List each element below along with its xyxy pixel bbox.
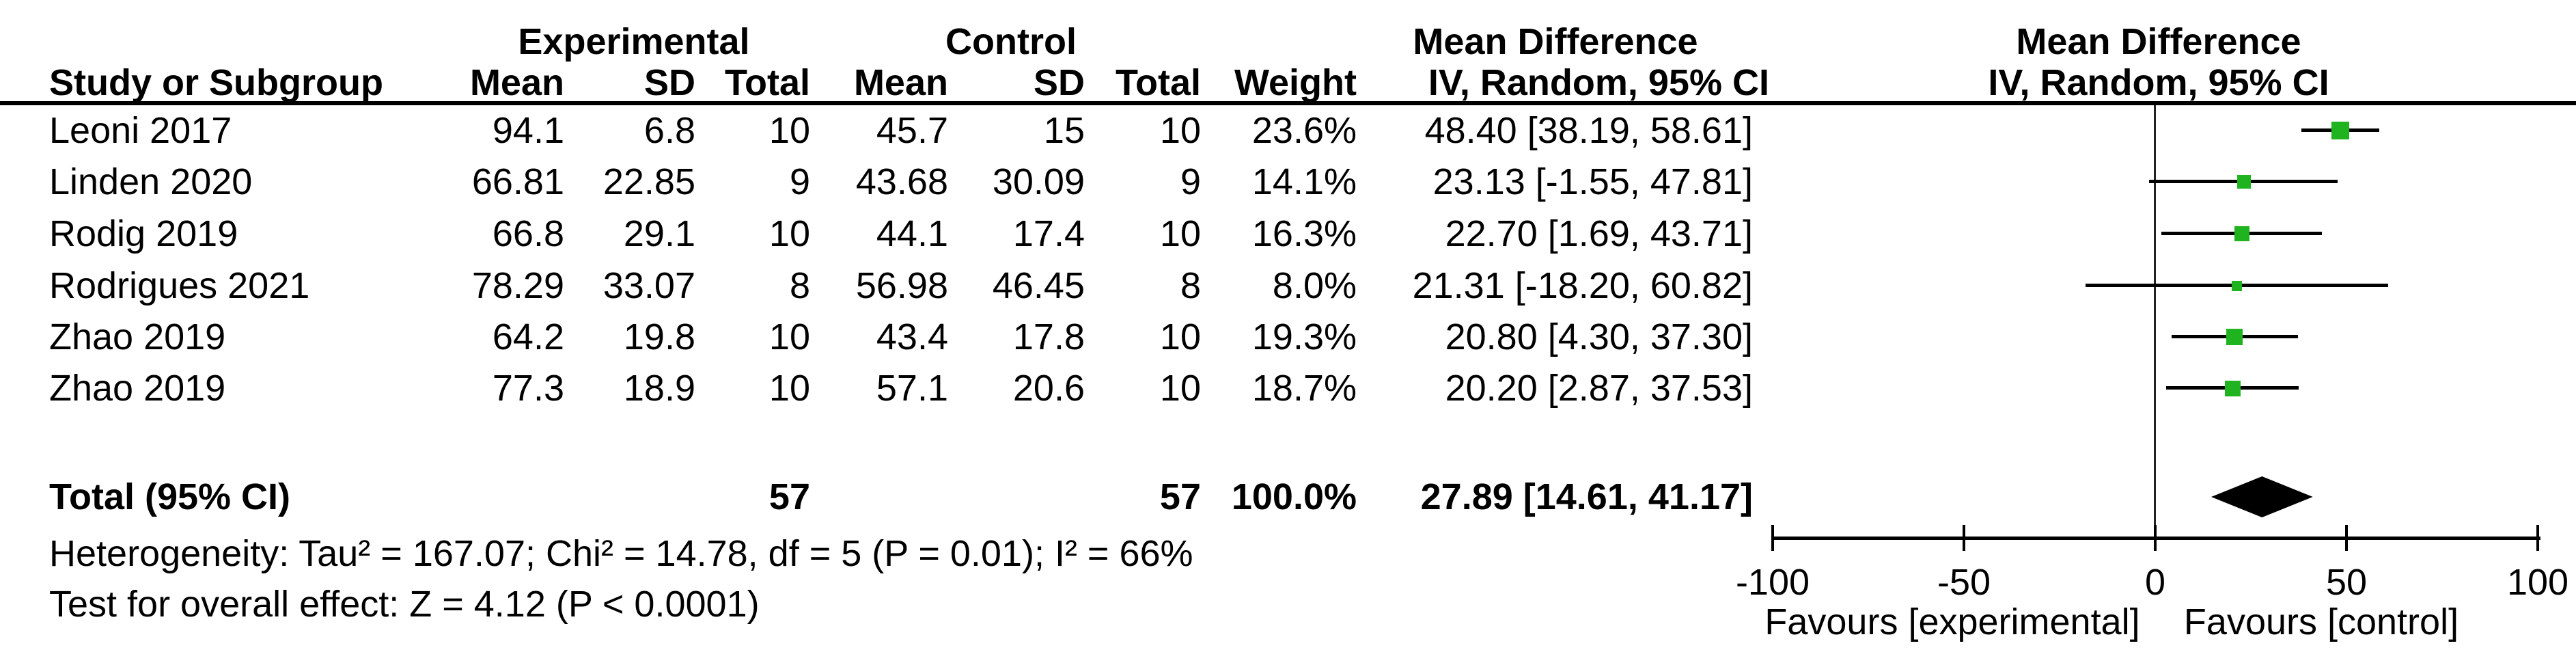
- summary-diamond: [2211, 476, 2313, 517]
- cell-sd_e: 19.8: [623, 316, 695, 357]
- total-ci-text: 27.89 [14.61, 41.17]: [1420, 476, 1753, 517]
- cell-ci_text: 48.40 [38.19, 58.61]: [1424, 110, 1753, 151]
- column-header-sd-ctrl: SD: [1033, 62, 1085, 103]
- cell-total_e: 8: [789, 265, 810, 306]
- axis-tick: [1963, 525, 1965, 551]
- study-name: Rodig 2019: [49, 213, 238, 254]
- cell-weight: 16.3%: [1251, 213, 1357, 254]
- cell-total_c: 10: [1159, 110, 1201, 151]
- cell-ci_text: 20.20 [2.87, 37.53]: [1445, 368, 1753, 409]
- cell-weight: 19.3%: [1251, 316, 1357, 357]
- column-header-total-exp: Total: [725, 62, 810, 103]
- column-header-weight: Weight: [1234, 62, 1357, 103]
- total-n-exp: 57: [768, 476, 810, 517]
- cell-ci_text: 21.31 [-18.20, 60.82]: [1412, 265, 1753, 306]
- study-name: Zhao 2019: [49, 316, 226, 357]
- cell-total_c: 10: [1159, 368, 1201, 409]
- cell-total_e: 9: [789, 161, 810, 202]
- effect-marker: [2232, 281, 2242, 291]
- effect-marker: [2226, 329, 2243, 345]
- group-header-experimental: Experimental: [518, 21, 750, 62]
- cell-weight: 18.7%: [1251, 368, 1357, 409]
- effect-marker: [2225, 381, 2241, 396]
- study-name: Zhao 2019: [49, 368, 226, 409]
- cell-mean_e: 77.3: [492, 368, 564, 409]
- axis-tick: [1771, 525, 1774, 551]
- total-n-ctrl: 57: [1159, 476, 1201, 517]
- header-rule: [0, 101, 2576, 105]
- cell-total_e: 10: [768, 368, 810, 409]
- total-label: Total (95% CI): [49, 476, 291, 517]
- overall-effect-text: Test for overall effect: Z = 4.12 (P < 0…: [49, 584, 760, 625]
- axis-tick-label: -100: [1735, 562, 1810, 603]
- cell-sd_c: 20.6: [1012, 368, 1085, 409]
- column-header-sd-exp: SD: [643, 62, 695, 103]
- study-name: Rodrigues 2021: [49, 265, 310, 306]
- column-header-iv-table: IV, Random, 95% CI: [1428, 62, 1769, 103]
- cell-weight: 14.1%: [1251, 161, 1357, 202]
- column-header-total-ctrl: Total: [1116, 62, 1201, 103]
- total-weight: 100.0%: [1231, 476, 1357, 517]
- heterogeneity-text: Heterogeneity: Tau² = 167.07; Chi² = 14.…: [49, 533, 1193, 574]
- cell-sd_e: 18.9: [623, 368, 695, 409]
- axis-tick: [2154, 525, 2157, 551]
- column-header-mean-exp: Mean: [469, 62, 564, 103]
- cell-sd_c: 46.45: [992, 265, 1085, 306]
- effect-marker: [2331, 122, 2349, 139]
- effect-marker: [2237, 175, 2251, 189]
- axis-tick: [2536, 525, 2539, 551]
- cell-total_c: 10: [1159, 316, 1201, 357]
- cell-mean_c: 56.98: [855, 265, 948, 306]
- cell-total_e: 10: [768, 316, 810, 357]
- cell-mean_c: 57.1: [876, 368, 948, 409]
- group-header-mean-difference-plot: Mean Difference: [2016, 21, 2301, 62]
- cell-sd_c: 15: [1043, 110, 1085, 151]
- axis-tick-label: -50: [1937, 562, 1991, 603]
- cell-ci_text: 22.70 [1.69, 43.71]: [1445, 213, 1753, 254]
- study-name: Linden 2020: [49, 161, 253, 202]
- cell-mean_c: 43.68: [855, 161, 948, 202]
- favours-right-label: Favours [control]: [2183, 601, 2459, 642]
- zero-line: [2154, 105, 2156, 539]
- cell-weight: 8.0%: [1272, 265, 1357, 306]
- axis-tick: [2345, 525, 2348, 551]
- effect-marker: [2234, 226, 2249, 241]
- cell-sd_c: 30.09: [992, 161, 1085, 202]
- axis-tick-label: 50: [2325, 562, 2368, 603]
- cell-sd_e: 6.8: [643, 110, 695, 151]
- cell-sd_c: 17.8: [1012, 316, 1085, 357]
- cell-sd_e: 22.85: [603, 161, 695, 202]
- cell-mean_e: 64.2: [492, 316, 564, 357]
- axis-tick-label: 100: [2506, 562, 2569, 603]
- cell-mean_c: 44.1: [876, 213, 948, 254]
- column-header-mean-ctrl: Mean: [853, 62, 948, 103]
- cell-ci_text: 20.80 [4.30, 37.30]: [1445, 316, 1753, 357]
- cell-total_c: 9: [1180, 161, 1201, 202]
- column-header-study: Study or Subgroup: [49, 62, 383, 103]
- cell-total_e: 10: [768, 213, 810, 254]
- column-header-iv-plot: IV, Random, 95% CI: [1988, 62, 2329, 103]
- cell-total_e: 10: [768, 110, 810, 151]
- cell-mean_e: 66.8: [492, 213, 564, 254]
- favours-left-label: Favours [experimental]: [1764, 601, 2140, 642]
- cell-sd_e: 33.07: [603, 265, 695, 306]
- cell-sd_e: 29.1: [623, 213, 695, 254]
- cell-mean_c: 43.4: [876, 316, 948, 357]
- group-header-control: Control: [945, 21, 1077, 62]
- cell-sd_c: 17.4: [1012, 213, 1085, 254]
- cell-total_c: 8: [1180, 265, 1201, 306]
- cell-ci_text: 23.13 [-1.55, 47.81]: [1432, 161, 1753, 202]
- cell-mean_e: 94.1: [492, 110, 564, 151]
- study-name: Leoni 2017: [49, 110, 232, 151]
- cell-total_c: 10: [1159, 213, 1201, 254]
- group-header-mean-difference-table: Mean Difference: [1413, 21, 1698, 62]
- cell-weight: 23.6%: [1251, 110, 1357, 151]
- cell-mean_c: 45.7: [876, 110, 948, 151]
- cell-mean_e: 78.29: [471, 265, 564, 306]
- axis-tick-label: 0: [2144, 562, 2166, 603]
- cell-mean_e: 66.81: [471, 161, 564, 202]
